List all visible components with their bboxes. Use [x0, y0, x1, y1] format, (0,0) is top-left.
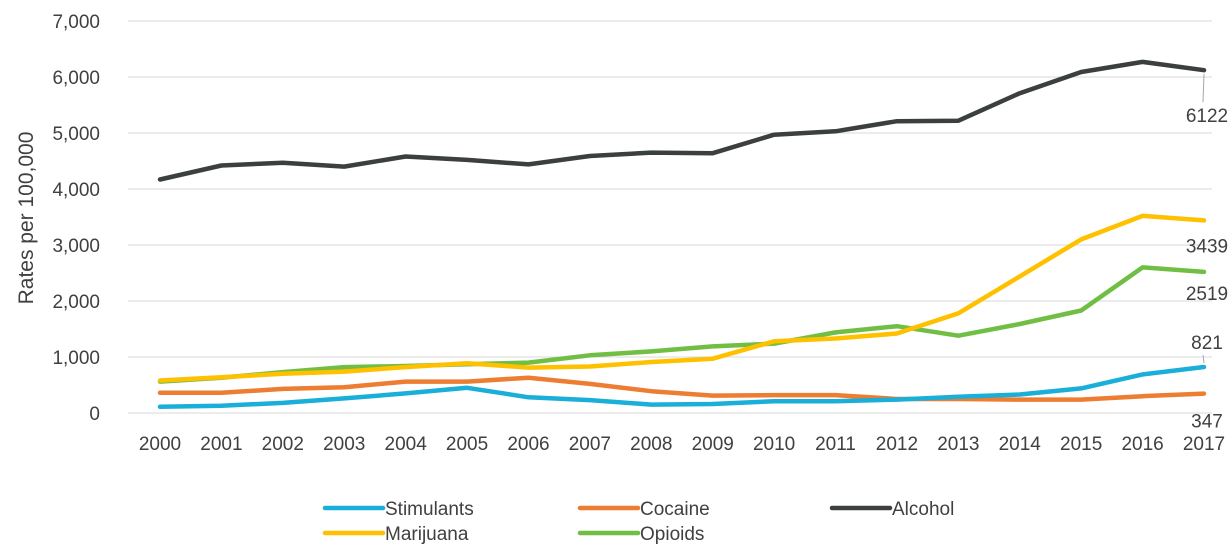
x-tick-label: 2007: [569, 434, 611, 455]
data-label-stimulants: 821: [1191, 333, 1223, 354]
series-lines: [157, 59, 1207, 410]
leader-line: [1202, 354, 1205, 364]
x-tick-label: 2011: [815, 434, 856, 455]
legend-label-cocaine: Cocaine: [640, 499, 710, 520]
series-line-marijuana: [157, 213, 1207, 383]
data-label-cocaine: 347: [1191, 412, 1223, 433]
x-tick-label: 2001: [200, 434, 242, 455]
series-line-stimulants: [157, 364, 1207, 410]
series-line-cocaine: [157, 375, 1207, 402]
legend: Stimulants Cocaine Alcohol Marijuana Opioids: [322, 499, 954, 545]
y-tick-label: 2,000: [52, 292, 100, 313]
x-tick-label: 2017: [1183, 434, 1225, 455]
end-data-labels: 821 347 6122 3439 2519: [1186, 74, 1228, 433]
x-tick-label: 2010: [753, 434, 795, 455]
x-tick-label: 2014: [999, 434, 1042, 455]
x-tick-label: 2004: [385, 434, 428, 455]
legend-label-alcohol: Alcohol: [892, 499, 954, 520]
x-tick-label: 2008: [630, 434, 672, 455]
x-tick-label: 2013: [937, 434, 979, 455]
legend-label-opioids: Opioids: [640, 524, 704, 545]
x-tick-label: 2009: [692, 434, 734, 455]
legend-label-stimulants: Stimulants: [385, 499, 474, 520]
x-tick-label: 2016: [1121, 434, 1163, 455]
gridlines: [128, 20, 1212, 414]
x-tick-label: 2006: [507, 434, 549, 455]
x-axis-ticks: 2000 2001 2002 2003 2004 2005 2006 2007 2008 2009…: [139, 434, 1225, 455]
y-tick-label: 3,000: [52, 236, 100, 257]
x-tick-label: 2000: [139, 434, 181, 455]
x-tick-label: 2005: [446, 434, 488, 455]
series-line-opioids: [157, 265, 1207, 384]
x-tick-label: 2003: [323, 434, 365, 455]
x-tick-label: 2015: [1060, 434, 1102, 455]
y-axis-ticks: 0 1,000 2,000 3,000 4,000 5,000 6,000 7,000: [52, 12, 100, 425]
y-tick-label: 5,000: [52, 124, 100, 145]
y-tick-label: 6,000: [52, 68, 100, 89]
y-tick-label: 1,000: [52, 348, 100, 369]
y-tick-label: 7,000: [52, 12, 100, 33]
y-tick-label: 0: [89, 404, 100, 425]
data-label-marijuana: 3439: [1186, 236, 1228, 257]
data-label-alcohol: 6122: [1186, 106, 1228, 127]
data-label-opioids: 2519: [1186, 284, 1228, 305]
leader-line: [1202, 74, 1205, 103]
x-tick-label: 2002: [262, 434, 304, 455]
legend-label-marijuana: Marijuana: [385, 524, 469, 545]
series-line-alcohol: [157, 59, 1207, 182]
x-tick-label: 2012: [876, 434, 918, 455]
y-tick-label: 4,000: [52, 180, 100, 201]
y-axis-label: Rates per 100,000: [15, 132, 38, 305]
